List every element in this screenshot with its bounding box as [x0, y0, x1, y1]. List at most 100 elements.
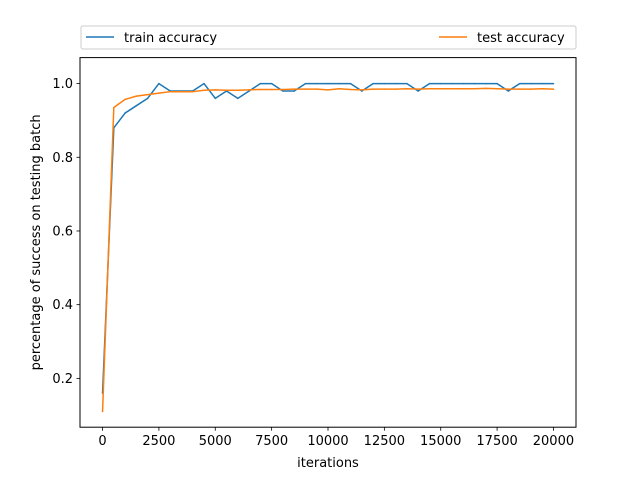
data-point-train-accuracy: [485, 82, 487, 85]
x-tick-label: 17500: [476, 434, 517, 449]
data-point-train-accuracy: [383, 82, 386, 85]
data-point-train-accuracy: [406, 82, 408, 85]
data-point-train-accuracy: [214, 97, 217, 100]
data-point-train-accuracy: [304, 82, 307, 85]
data-point-train-accuracy: [473, 82, 476, 85]
data-point-test-accuracy: [439, 87, 442, 90]
data-point-train-accuracy: [530, 82, 532, 85]
data-point-test-accuracy: [349, 88, 352, 91]
y-axis-label: percentage of success on testing batch: [29, 114, 44, 370]
legend-label-train-accuracy: train accuracy: [124, 31, 217, 46]
data-point-train-accuracy: [259, 82, 262, 85]
data-point-train-accuracy: [124, 112, 126, 114]
data-point-test-accuracy: [225, 89, 228, 91]
data-point-test-accuracy: [282, 88, 284, 91]
x-tick-label: 2500: [142, 434, 175, 449]
legend-label-test-accuracy: test accuracy: [477, 31, 565, 46]
data-point-test-accuracy: [169, 90, 171, 93]
data-point-test-accuracy: [417, 88, 419, 90]
y-tick-label: 0.4: [52, 298, 73, 313]
data-point-test-accuracy: [361, 89, 363, 91]
data-point-test-accuracy: [552, 88, 555, 90]
data-point-test-accuracy: [315, 88, 318, 90]
data-point-test-accuracy: [507, 88, 510, 90]
data-point-train-accuracy: [315, 82, 318, 85]
y-tick-label: 0.8: [52, 151, 73, 166]
data-point-test-accuracy: [327, 89, 329, 91]
data-point-test-accuracy: [541, 87, 543, 90]
x-tick-label: 5000: [199, 434, 232, 449]
data-point-train-accuracy: [158, 82, 160, 85]
data-point-test-accuracy: [135, 95, 138, 97]
data-point-train-accuracy: [428, 82, 431, 85]
data-point-test-accuracy: [191, 90, 194, 93]
x-tick-label: 20000: [533, 434, 574, 449]
data-point-train-accuracy: [237, 97, 239, 100]
data-point-test-accuracy: [496, 87, 498, 90]
data-point-test-accuracy: [304, 88, 307, 90]
legend: train accuracy test accuracy: [80, 25, 577, 50]
data-point-test-accuracy: [101, 410, 104, 413]
data-point-test-accuracy: [462, 87, 465, 90]
data-point-test-accuracy: [293, 88, 295, 90]
x-tick-label: 15000: [420, 434, 461, 449]
data-point-train-accuracy: [518, 82, 521, 85]
data-point-test-accuracy: [383, 88, 386, 90]
legend-box: [80, 25, 577, 50]
data-point-test-accuracy: [180, 90, 183, 93]
data-point-test-accuracy: [146, 93, 149, 96]
data-point-test-accuracy: [237, 89, 239, 91]
data-point-train-accuracy: [293, 90, 295, 92]
data-point-test-accuracy: [248, 89, 250, 91]
data-point-test-accuracy: [113, 106, 115, 109]
y-tick-label: 1.0: [52, 77, 73, 92]
data-point-train-accuracy: [327, 82, 329, 85]
y-tick-label: 0.6: [52, 224, 73, 239]
data-point-test-accuracy: [203, 89, 205, 91]
data-point-test-accuracy: [473, 87, 476, 90]
data-point-train-accuracy: [270, 82, 273, 85]
x-tick-label: 10000: [307, 434, 348, 449]
data-point-test-accuracy: [259, 88, 262, 91]
data-point-test-accuracy: [406, 87, 408, 90]
data-point-train-accuracy: [507, 90, 510, 92]
x-axis-label: iterations: [297, 456, 359, 471]
data-point-test-accuracy: [530, 88, 532, 90]
data-point-train-accuracy: [338, 82, 341, 85]
data-point-test-accuracy: [372, 88, 374, 90]
y-axis-ticks: 0.2 0.4 0.6 0.8 1.0: [52, 77, 80, 387]
data-point-train-accuracy: [372, 82, 374, 85]
data-point-test-accuracy: [518, 88, 521, 90]
data-point-train-accuracy: [282, 90, 284, 92]
data-point-train-accuracy: [439, 82, 442, 85]
data-point-test-accuracy: [485, 87, 487, 90]
data-point-test-accuracy: [394, 88, 397, 90]
data-point-test-accuracy: [214, 89, 217, 91]
data-point-train-accuracy: [541, 82, 543, 85]
data-point-train-accuracy: [552, 82, 555, 85]
data-point-train-accuracy: [394, 82, 397, 85]
data-point-test-accuracy: [158, 92, 160, 94]
data-point-train-accuracy: [417, 90, 419, 92]
data-point-train-accuracy: [203, 82, 205, 85]
series-lines: [101, 82, 555, 413]
data-point-test-accuracy: [428, 87, 431, 90]
x-tick-label: 0: [98, 434, 106, 449]
data-point-test-accuracy: [270, 88, 273, 91]
data-point-train-accuracy: [146, 97, 149, 100]
series-points-test-accuracy: [101, 87, 555, 413]
data-point-test-accuracy: [338, 87, 341, 90]
x-axis-ticks: 0 2500 5000 7500 10000 12500 15000 17500 20000: [98, 427, 574, 449]
y-tick-label: 0.2: [52, 372, 73, 387]
data-point-test-accuracy: [451, 87, 453, 90]
data-point-test-accuracy: [124, 98, 126, 101]
data-point-train-accuracy: [349, 82, 352, 85]
x-tick-label: 12500: [364, 434, 405, 449]
x-tick-label: 7500: [255, 434, 288, 449]
data-point-train-accuracy: [135, 104, 138, 107]
data-point-train-accuracy: [462, 82, 465, 85]
data-point-train-accuracy: [451, 82, 453, 85]
data-point-train-accuracy: [496, 82, 498, 85]
